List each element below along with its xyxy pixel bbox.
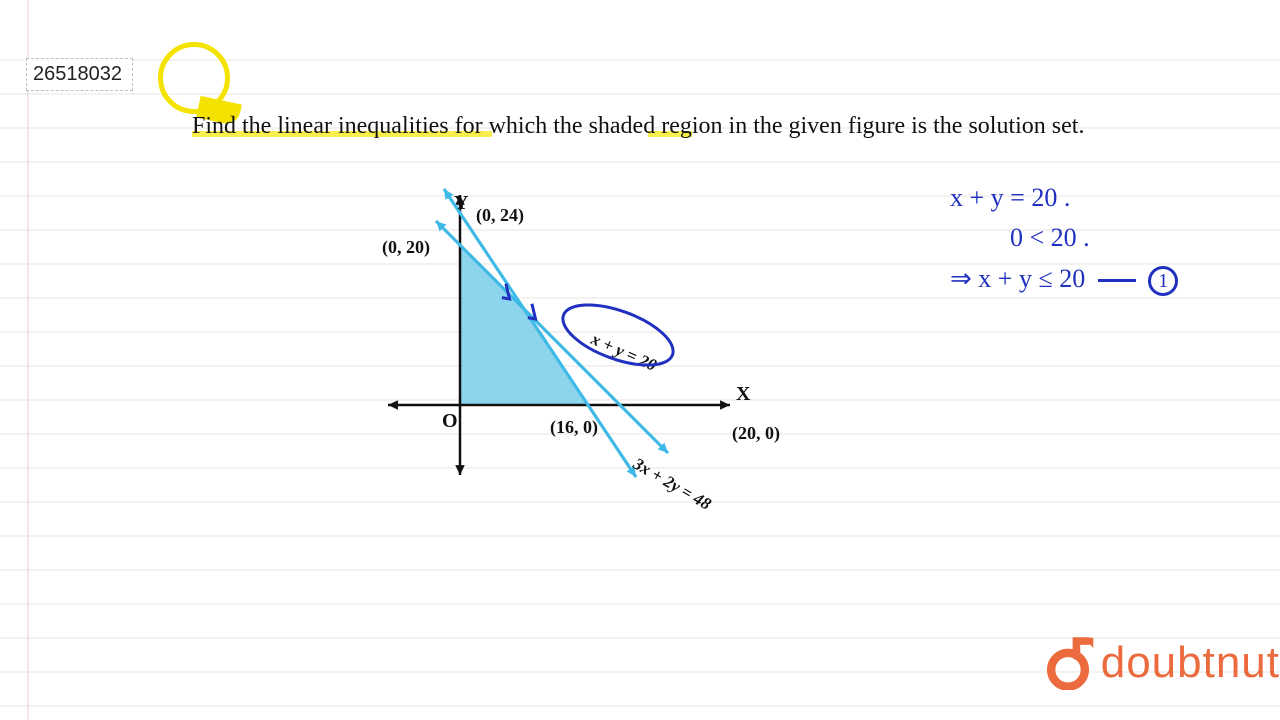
svg-text:O: O bbox=[442, 410, 458, 432]
problem-id: 26518032 bbox=[26, 58, 133, 91]
step-dash bbox=[1098, 279, 1136, 282]
logo-icon bbox=[1041, 636, 1095, 690]
handwritten-solution: x + y = 20 . 0 < 20 . ⇒ x + y ≤ 20 1 bbox=[950, 180, 1260, 301]
graph-figure: x + y = 203x + 2y = 48(0, 24)(0, 20)(16,… bbox=[380, 185, 800, 505]
svg-text:(0, 24): (0, 24) bbox=[476, 205, 524, 226]
hand-line-2: 0 < 20 . bbox=[950, 220, 1260, 256]
svg-text:Y: Y bbox=[454, 192, 469, 214]
hand-line-3: ⇒ x + y ≤ 20 1 bbox=[950, 261, 1260, 297]
svg-text:(16, 0): (16, 0) bbox=[550, 417, 598, 438]
doubtnut-logo: doubtnut bbox=[1041, 636, 1280, 690]
svg-text:(20, 0): (20, 0) bbox=[732, 423, 780, 444]
logo-text: doubtnut bbox=[1101, 638, 1280, 688]
page-root: { "id_number": "26518032", "question_tex… bbox=[0, 0, 1280, 720]
svg-text:(0, 20): (0, 20) bbox=[382, 237, 430, 258]
svg-text:3x + 2y = 48: 3x + 2y = 48 bbox=[629, 454, 715, 514]
svg-text:X: X bbox=[736, 383, 751, 405]
hand-line-1: x + y = 20 . bbox=[950, 180, 1260, 216]
hand-line-3-text: ⇒ x + y ≤ 20 bbox=[950, 264, 1085, 293]
question-text: Find the linear inequalities for which t… bbox=[192, 111, 1092, 141]
step-number-circle: 1 bbox=[1148, 266, 1178, 296]
